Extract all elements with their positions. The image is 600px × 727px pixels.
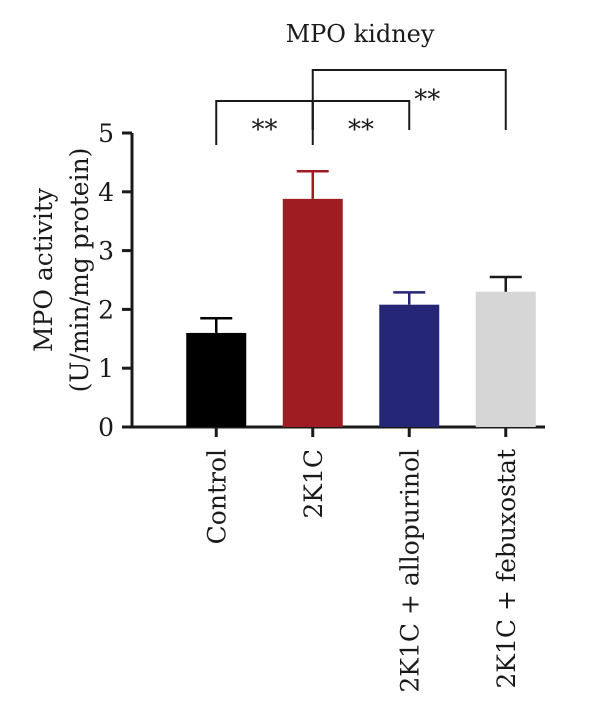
bar — [379, 304, 440, 427]
y-ticks: 0 1 2 3 4 5 — [98, 119, 132, 442]
significance-label: ** — [348, 115, 374, 145]
y-tick-label: 1 — [98, 354, 114, 383]
error-bars — [200, 169, 522, 333]
bar — [282, 198, 343, 427]
significance-bracket: ** — [215, 100, 314, 145]
y-tick-label: 0 — [98, 413, 114, 442]
y-tick-label: 5 — [98, 119, 114, 148]
significance-brackets: ** ** ** — [215, 69, 507, 145]
significance-label: ** — [252, 115, 278, 145]
y-axis-label-line2: (U/min/mg protein) — [65, 148, 94, 393]
y-tick-label: 2 — [98, 295, 114, 324]
significance-bracket: ** — [311, 69, 507, 130]
y-tick-label: 3 — [98, 237, 114, 266]
significance-line — [311, 69, 507, 130]
x-tick-label: Control — [202, 449, 231, 544]
bar — [475, 291, 536, 427]
y-axis-label-line1: MPO activity — [29, 187, 58, 352]
y-axis-label: MPO activity (U/min/mg protein) — [29, 148, 94, 393]
y-tick-label: 4 — [98, 178, 114, 207]
x-tick-label: 2K1C — [299, 449, 328, 519]
x-tick-labels: Control 2K1C 2K1C + allopurinol 2K1C + febu… — [202, 427, 521, 693]
x-tick-label: 2K1C + febuxostat — [492, 449, 521, 689]
bars — [186, 198, 536, 427]
significance-label: ** — [414, 85, 440, 115]
x-tick-label: 2K1C + allopurinol — [395, 449, 424, 693]
significance-bracket: ** — [311, 100, 411, 145]
chart-title: MPO kidney — [286, 20, 435, 48]
bar — [186, 332, 247, 427]
